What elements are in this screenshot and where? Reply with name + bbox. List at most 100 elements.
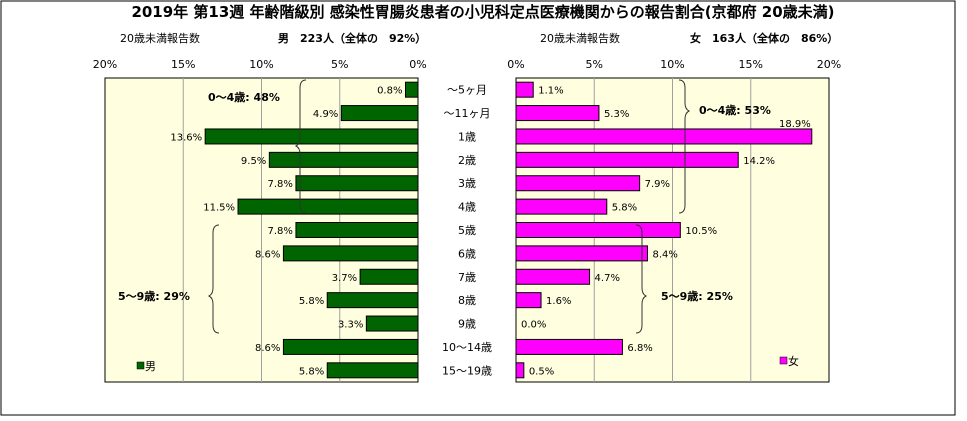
right-value-labels: 1.1% 5.3% 18.9% 14.2% 7.9% 5.8% 10.5% 8.4% 4.7% 1… [521,86,811,378]
bar-female-0 [515,81,534,98]
value-label-male-3: 9.5% [241,156,266,167]
value-label-male-7: 8.6% [255,249,280,260]
bar-male-6 [295,222,419,238]
category-label-1: ～11ヶ月 [444,107,491,120]
right-brace-5-9 [635,224,648,334]
bar-female-3 [515,151,739,168]
chart-title: 2019年 第13週 年齢階級別 感染性胃腸炎患者の小児科定点医療機関からの報告… [131,3,834,21]
value-label-female-3: 14.2% [743,156,775,167]
right-tick-labels: 0% 5% 10% 15% 20% [507,58,841,71]
right-tick-label: 0% [507,58,524,71]
value-label-female-0: 1.1% [538,86,563,97]
bar-female-12 [515,362,525,379]
category-label-10: 9歳 [458,318,476,331]
right-annotation-0-4: 0～4歳: 53% [699,103,771,117]
right-annotation-5-9: 5～9歳: 25% [661,289,733,303]
bar-female-2 [515,128,813,145]
bar-female-8 [515,268,591,285]
bar-male-7 [282,245,419,262]
value-label-male-4: 7.8% [268,179,293,190]
bar-male-1 [340,105,419,122]
value-label-male-6: 7.8% [268,226,293,237]
value-label-male-5: 11.5% [203,203,235,214]
category-label-11: 10～14歳 [442,341,492,354]
bar-female-5 [515,198,608,215]
bar-male-0 [404,81,419,98]
left-tick-label: 0% [409,58,426,71]
bar-male-10 [365,315,419,332]
bar-male-5 [237,198,419,215]
legend-male-label: 男 [145,360,156,373]
category-label-7: 6歳 [458,247,476,260]
value-label-female-4: 7.9% [645,179,670,190]
value-label-female-2: 18.9% [779,119,811,130]
category-label-9: 8歳 [458,294,476,307]
right-subtitle-metric: 20歳未満報告数 [540,32,620,45]
category-label-0: ～5ヶ月 [447,84,487,97]
bar-female-7 [515,245,648,262]
left-tick-label: 15% [171,58,195,71]
legend-female-label: 女 [788,354,799,368]
value-label-male-1: 4.9% [313,109,338,120]
value-label-female-6: 10.5% [685,226,717,237]
left-tick-labels: 20% 15% 10% 5% 0% [93,58,427,71]
value-label-male-11: 8.6% [255,343,280,354]
left-brace-0-4 [294,79,307,214]
right-tick-label: 15% [739,58,763,71]
category-label-2: 1歳 [458,130,476,143]
bar-female-6 [515,222,681,238]
value-label-male-2: 13.6% [170,132,202,143]
category-label-5: 4歳 [458,201,476,214]
bar-male-4 [295,175,419,192]
bar-male-11 [282,338,419,355]
bar-female-1 [515,105,600,122]
left-annotation-0-4: 0～4歳: 48% [208,90,280,104]
value-label-male-9: 5.8% [299,296,324,307]
right-subtitle-summary: 女 163人（全体の 86%） [690,31,838,45]
left-subtitle-metric: 20歳未満報告数 [120,32,200,45]
bar-male-2 [204,128,419,145]
left-tick-label: 5% [331,58,348,71]
bar-male-3 [268,151,419,168]
category-label-8: 7歳 [458,271,476,284]
left-brace-5-9 [207,224,220,334]
category-label-12: 15～19歳 [442,364,492,377]
right-tick-label: 20% [817,58,841,71]
bar-female-9 [515,292,542,309]
value-label-male-12: 5.8% [299,366,324,377]
value-label-male-10: 3.3% [338,320,363,331]
left-value-labels: 0.8% 4.9% 13.6% 9.5% 7.8% 11.5% 7.8% 8.6% 3.7% 5.… [170,86,402,378]
value-label-female-9: 1.6% [546,296,571,307]
category-label-6: 5歳 [458,224,476,237]
legend-male-swatch [136,361,145,370]
left-tick-label: 20% [93,58,117,71]
bar-male-12 [326,362,419,379]
chart-border [0,0,956,416]
right-tick-label: 10% [660,58,684,71]
category-label-3: 2歳 [458,154,476,167]
value-label-female-8: 4.7% [595,273,620,284]
category-labels: ～5ヶ月 ～11ヶ月 1歳 2歳 3歳 4歳 5歳 6歳 7歳 8歳 9歳 10～14歳 15～19歳 [442,84,492,378]
value-label-female-1: 5.3% [604,109,629,120]
value-label-female-12: 0.5% [529,366,554,377]
value-label-female-10: 0.0% [521,320,546,331]
right-tick-label: 5% [586,58,603,71]
value-label-female-11: 6.8% [627,343,652,354]
bar-female-4 [515,175,641,192]
left-subtitle-summary: 男 223人（全体の 92%） [278,31,426,45]
left-tick-label: 10% [249,58,273,71]
bar-male-8 [359,268,419,285]
bar-female-11 [515,338,623,355]
value-label-female-7: 8.4% [652,249,677,260]
right-brace-0-4 [678,79,691,214]
legend-female-swatch [779,356,788,365]
left-bars [204,81,419,379]
value-label-male-8: 3.7% [332,273,357,284]
category-label-4: 3歳 [458,177,476,190]
value-label-male-0: 0.8% [377,86,402,97]
left-annotation-5-9: 5～9歳: 29% [118,289,190,303]
bar-male-9 [326,292,419,309]
value-label-female-5: 5.8% [612,203,637,214]
